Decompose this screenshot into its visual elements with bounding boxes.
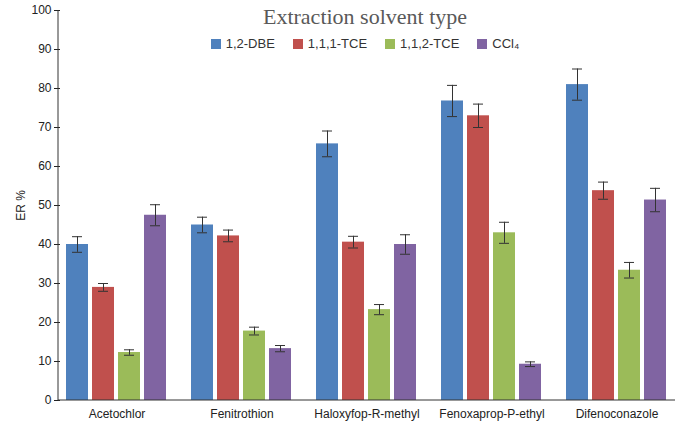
svg-text:30: 30 — [38, 276, 52, 290]
svg-text:0: 0 — [45, 393, 52, 407]
svg-text:100: 100 — [31, 3, 51, 17]
html-text:1,1,1-TCE: 1,1,1-TCE — [307, 36, 368, 51]
svg-text:Fenitrothion: Fenitrothion — [210, 407, 273, 421]
svg-text:Fenoxaprop-P-ethyl: Fenoxaprop-P-ethyl — [439, 407, 544, 421]
svg-text:Haloxyfop-R-methyl: Haloxyfop-R-methyl — [314, 407, 419, 421]
svg-text:10: 10 — [38, 354, 52, 368]
svg-text:Difenoconazole: Difenoconazole — [576, 407, 659, 421]
svg-text:20: 20 — [38, 315, 52, 329]
svg-text:50: 50 — [38, 198, 52, 212]
svg-text:90: 90 — [38, 42, 52, 56]
svg-text:80: 80 — [38, 81, 52, 95]
svg-text:Acetochlor: Acetochlor — [89, 407, 146, 421]
svg-text:60: 60 — [38, 159, 52, 173]
html-text:Extraction solvent type: Extraction solvent type — [263, 4, 467, 29]
svg-text:ER %: ER % — [14, 190, 28, 221]
html-text:CCl₄: CCl₄ — [492, 36, 520, 51]
html-text:1,2-DBE: 1,2-DBE — [225, 36, 275, 51]
html-text:1,1,2-TCE: 1,1,2-TCE — [400, 36, 460, 51]
svg-text:40: 40 — [38, 237, 52, 251]
svg-text:70: 70 — [38, 120, 52, 134]
